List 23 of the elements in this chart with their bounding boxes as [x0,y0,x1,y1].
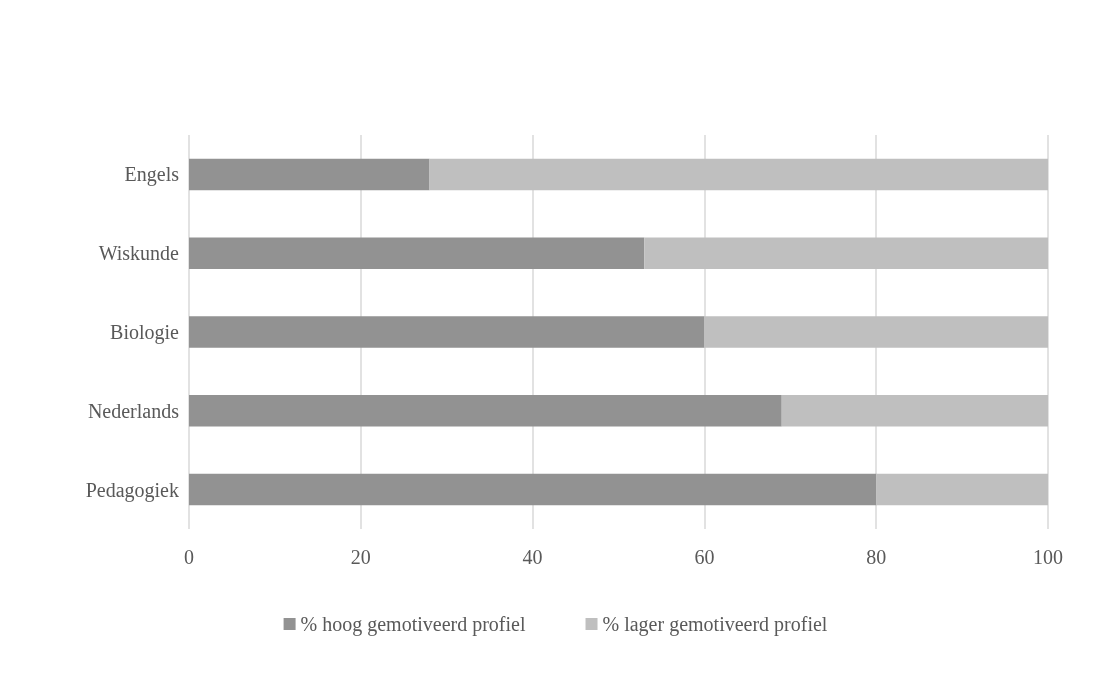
legend-label: % lager gemotiveerd profiel [602,613,828,636]
y-tick-label: Biologie [110,321,180,344]
bar [189,237,645,269]
legend-label: % hoog gemotiveerd profiel [300,613,526,636]
x-tick-label: 20 [350,546,371,568]
x-tick-label: 0 [184,546,194,568]
bar [429,158,1048,191]
bar [704,316,1048,348]
x-tick-label: 60 [694,546,715,568]
x-tick-label: 80 [866,546,887,568]
y-tick-label: Nederlands [87,399,180,422]
x-tick-label: 40 [522,546,543,568]
bar [189,316,705,348]
bar [189,158,430,191]
x-tick-label: 100 [1033,546,1063,568]
bar [781,395,1048,427]
bar [189,473,877,506]
bar [189,395,782,427]
bar [876,473,1048,506]
y-tick-label: Pedagogiek [85,478,179,502]
y-tick-label: Engels [124,163,180,187]
y-tick-label: Wiskunde [98,242,180,265]
bar [644,237,1048,269]
